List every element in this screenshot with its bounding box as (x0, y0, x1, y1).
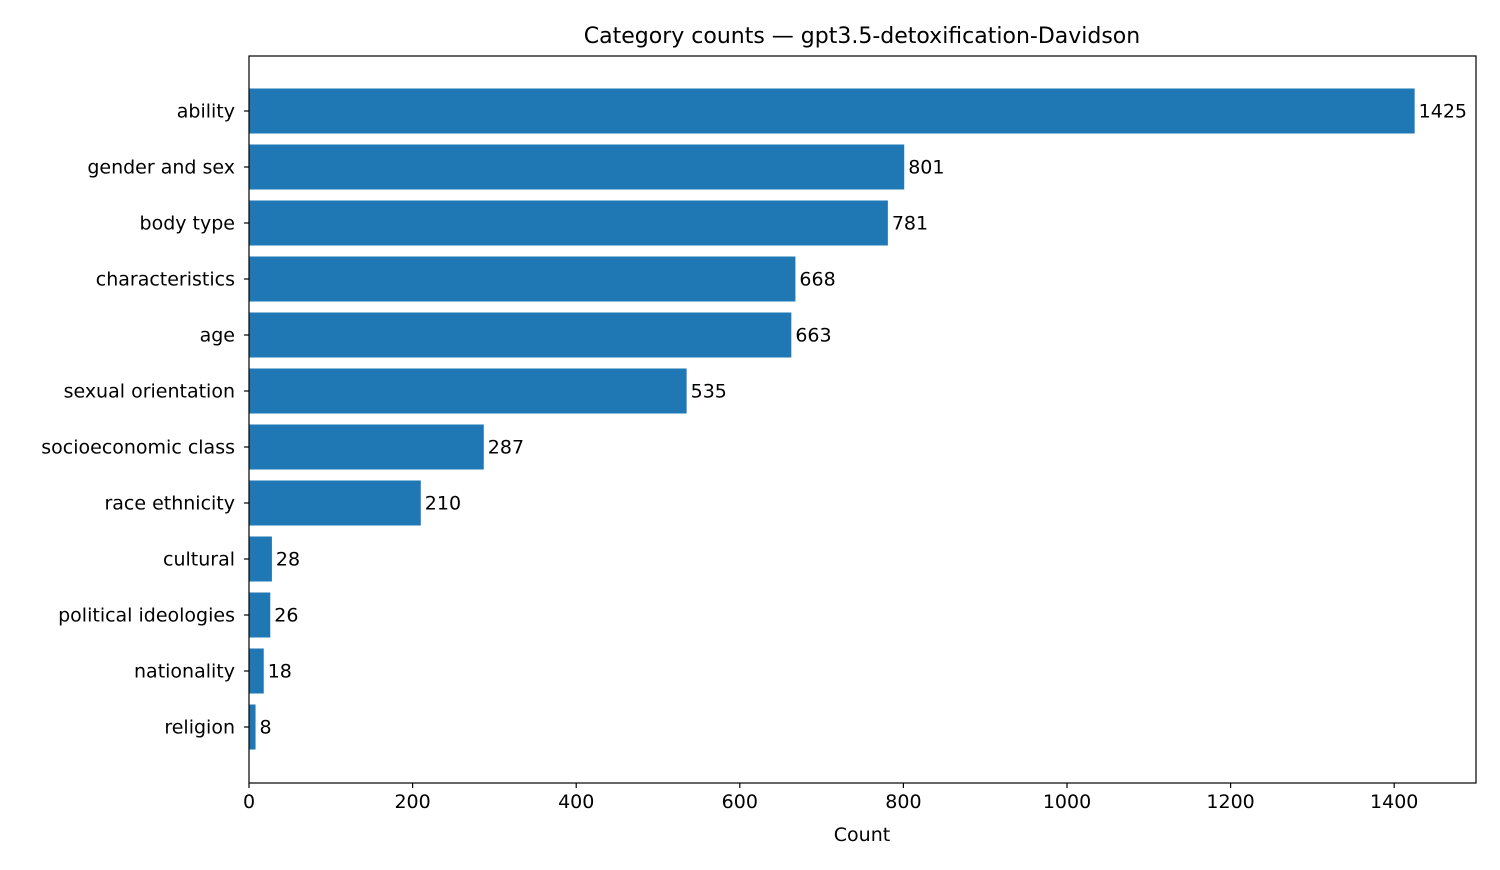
bars-layer (249, 88, 1415, 750)
x-tick-label: 800 (885, 791, 921, 813)
bar-gender-and-sex (249, 144, 905, 190)
y-tick-label: body type (140, 213, 235, 235)
bar-body-type (249, 200, 888, 246)
x-tick-label: 200 (394, 791, 430, 813)
bar-socioeconomic-class (249, 424, 484, 470)
x-axis-label: Count (834, 824, 890, 846)
bar-value-label: 781 (892, 213, 928, 235)
plot-area-frame (248, 55, 1477, 784)
x-tick-label: 600 (722, 791, 758, 813)
bar-age (249, 312, 792, 358)
x-tick-label: 1400 (1370, 791, 1418, 813)
bar-cultural (249, 536, 272, 582)
y-tick-label: ability (177, 101, 235, 123)
bar-value-label: 28 (276, 549, 300, 571)
chart-title: Category counts — gpt3.5-detoxification-… (584, 24, 1140, 49)
x-tick-label: 0 (243, 791, 255, 813)
y-tick-label: religion (164, 717, 235, 739)
bar-value-label: 801 (908, 157, 944, 179)
y-axis-ticks: ability gender and sex body type characteri… (41, 101, 249, 739)
bar-political-ideologies (249, 592, 271, 638)
bar-value-label: 287 (488, 437, 524, 459)
y-tick-label: characteristics (96, 269, 235, 291)
y-tick-label: race ethnicity (104, 493, 235, 515)
y-tick-label: socioeconomic class (41, 437, 235, 459)
bar-value-label: 26 (274, 605, 298, 627)
bar-value-label: 535 (691, 381, 727, 403)
y-tick-label: gender and sex (87, 157, 235, 179)
x-axis-ticks: 0 200 400 600 800 1000 1200 1400 (243, 783, 1418, 813)
y-tick-label: cultural (163, 549, 235, 571)
bar-value-label: 1425 (1419, 101, 1467, 123)
bar-nationality (249, 648, 264, 694)
bar-characteristics (249, 256, 796, 302)
y-tick-label: sexual orientation (64, 381, 235, 403)
bar-value-label: 668 (799, 269, 835, 291)
y-tick-label: age (200, 325, 235, 347)
bar-race-ethnicity (249, 480, 421, 526)
y-tick-label: nationality (134, 661, 235, 683)
bar-value-label: 663 (795, 325, 831, 347)
bar-religion (249, 704, 256, 750)
bar-value-label: 18 (268, 661, 292, 683)
bar-sexual-orientation (249, 368, 687, 414)
bar-ability (249, 88, 1415, 134)
y-tick-label: political ideologies (58, 605, 235, 627)
x-tick-label: 400 (558, 791, 594, 813)
x-tick-label: 1200 (1206, 791, 1254, 813)
x-tick-label: 1000 (1043, 791, 1091, 813)
bar-value-label: 8 (260, 717, 272, 739)
value-labels-layer: 1425 801 781 668 663 535 287 210 28 26 18 8 (260, 101, 1467, 739)
bar-value-label: 210 (425, 493, 461, 515)
